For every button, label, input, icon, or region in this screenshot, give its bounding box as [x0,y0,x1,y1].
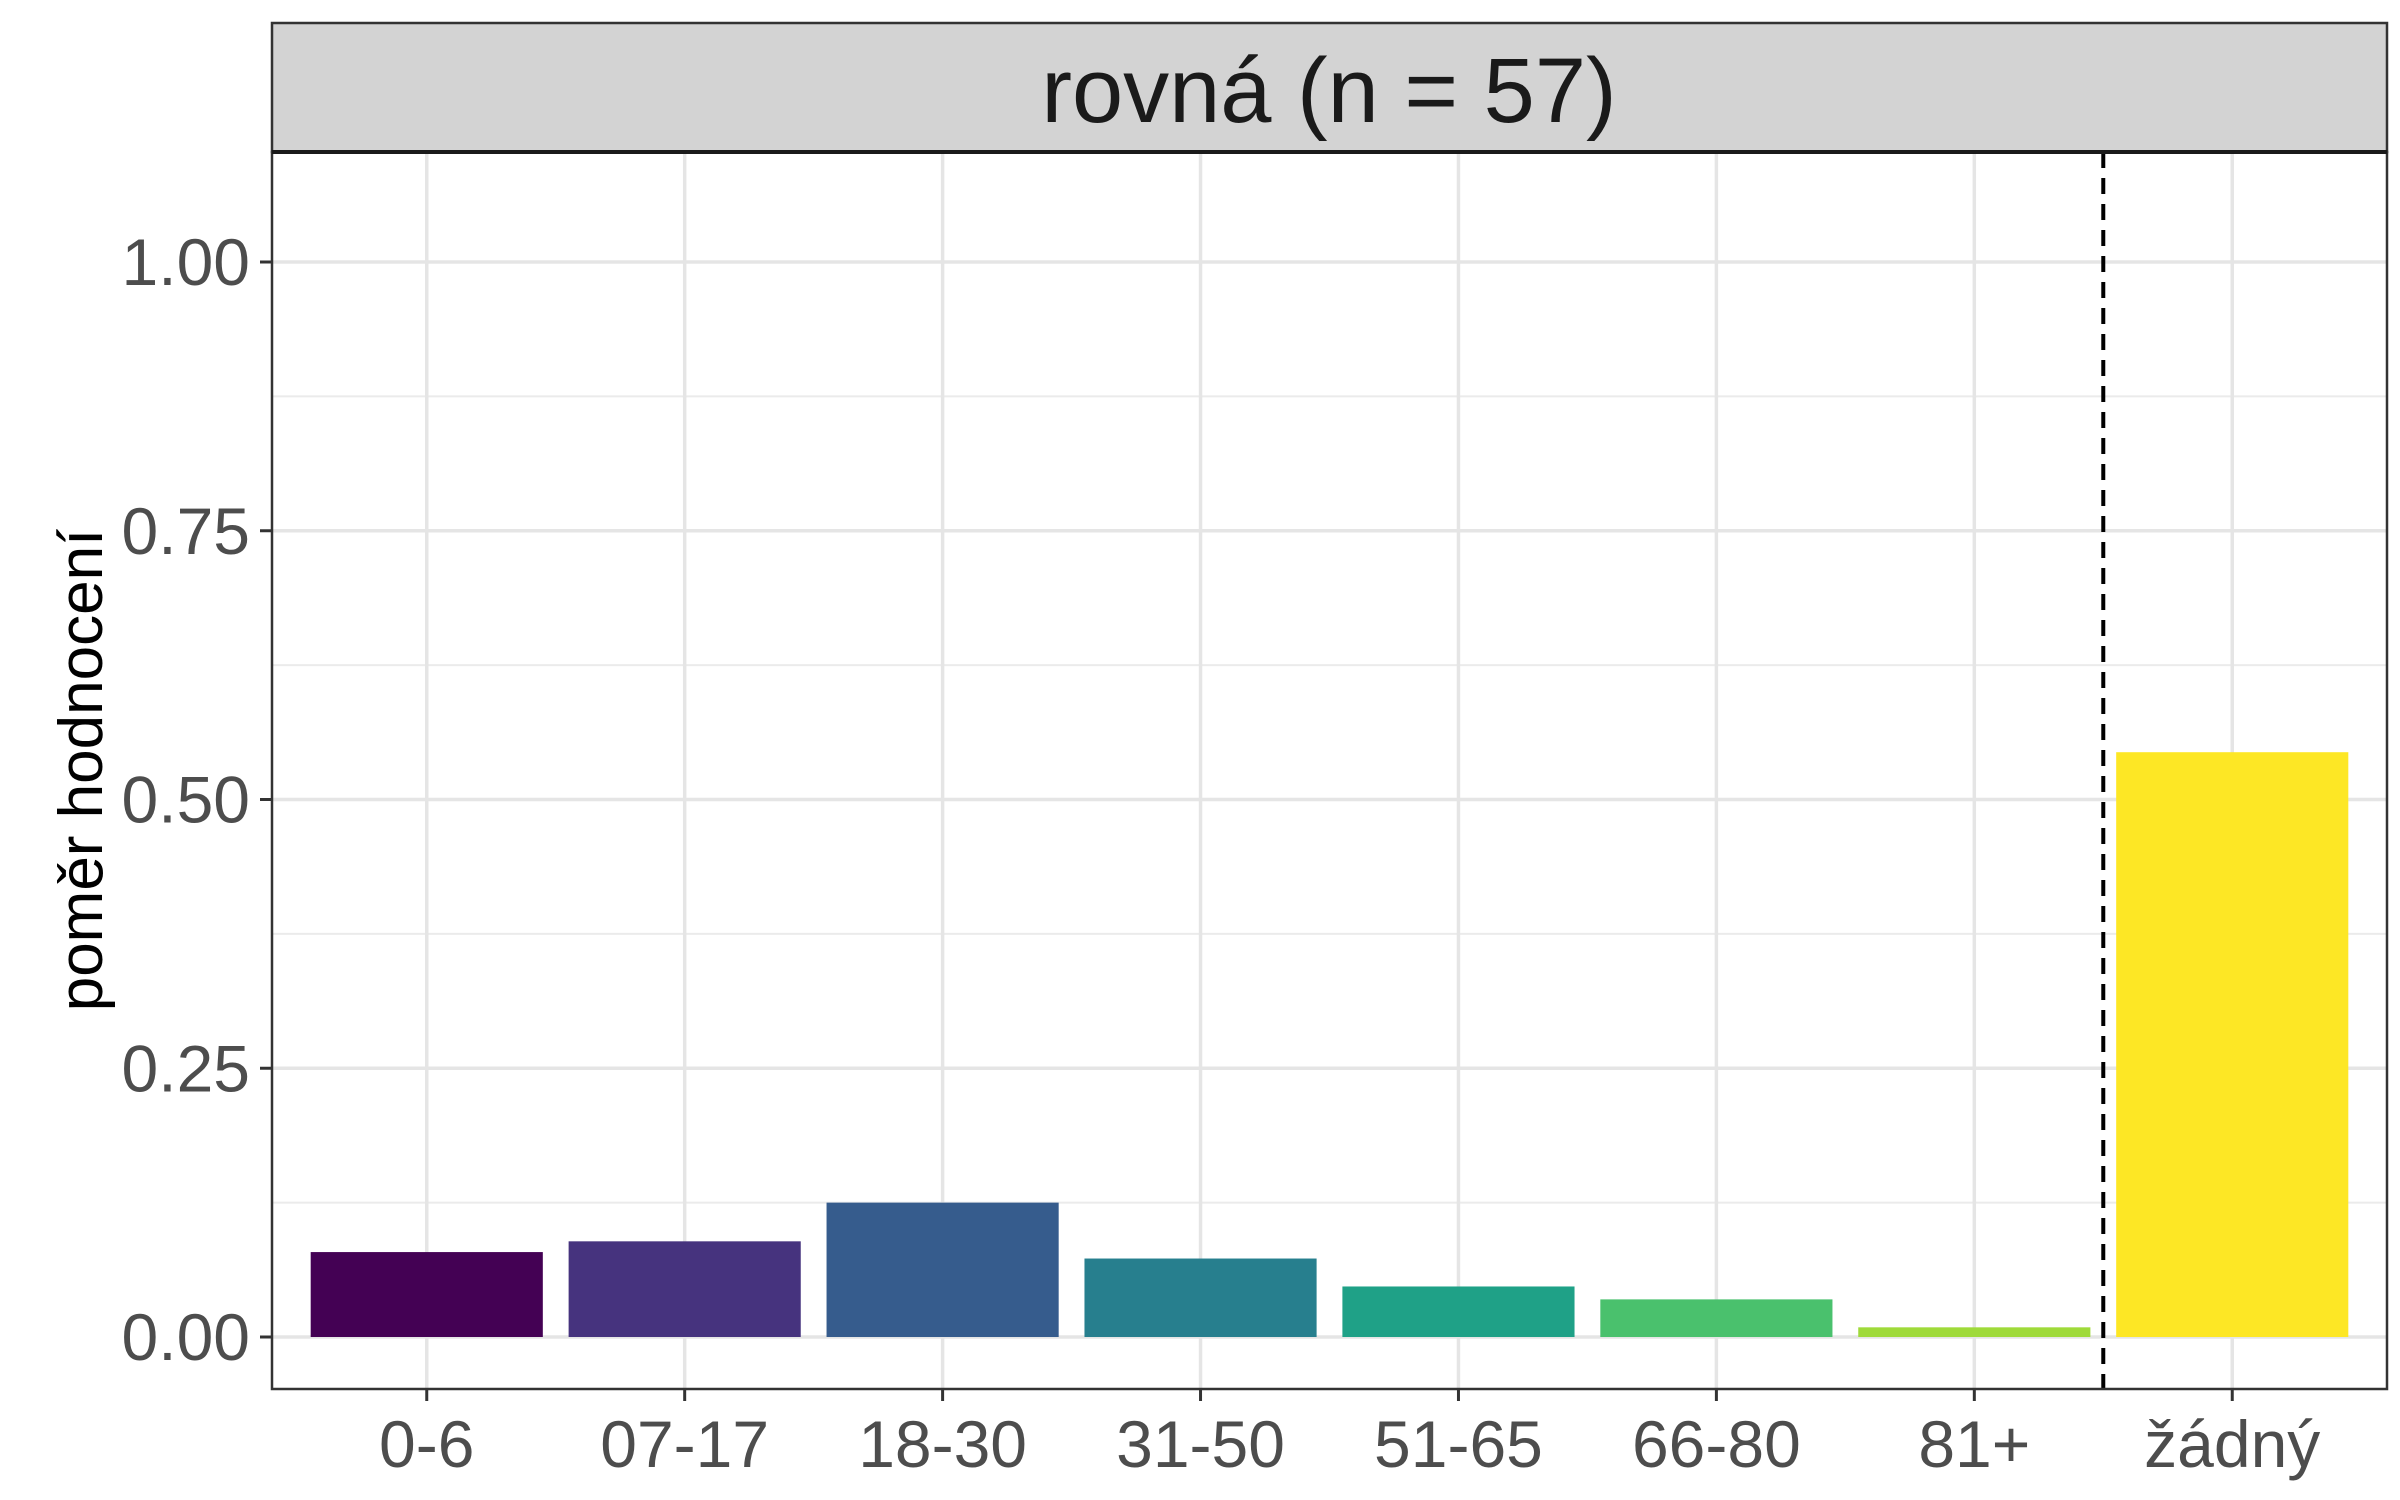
x-tick-label: žádný [2144,1407,2320,1481]
x-tick-label: 81+ [1918,1407,2030,1481]
panel-title: rovná (n = 57) [1041,40,1616,142]
bar-31-50 [1084,1258,1317,1337]
x-tick-label: 31-50 [1116,1407,1285,1481]
y-tick-label: 0.50 [122,763,250,837]
bar-07-17 [568,1241,801,1337]
grid-lines [272,152,2387,1389]
x-tick-label: 18-30 [858,1407,1027,1481]
y-tick-label: 0.75 [122,494,250,568]
x-tick-label: 0-6 [379,1407,474,1481]
bar-18-30 [826,1202,1059,1337]
x-tick-label: 66-80 [1632,1407,1801,1481]
x-axis: 0-6 07-17 18-30 31-50 51-65 66-80 81+ žádný [379,1389,2320,1481]
bars [310,752,2349,1337]
bar-0-6 [310,1252,543,1337]
y-tick-label: 1.00 [122,225,250,299]
y-axis: 0.00 0.25 0.50 0.75 1.00 [122,225,272,1374]
y-axis-title: poměr hodnocení [47,529,116,1012]
plot-background [272,152,2387,1389]
y-tick-label: 0.00 [122,1300,250,1374]
x-tick-label: 51-65 [1374,1407,1543,1481]
x-tick-label: 07-17 [600,1407,769,1481]
bar-žádný [2116,752,2349,1337]
y-tick-label: 0.25 [122,1031,250,1105]
bar-81+ [1858,1327,2091,1337]
bar-51-65 [1342,1286,1575,1337]
bar-66-80 [1600,1299,1833,1337]
